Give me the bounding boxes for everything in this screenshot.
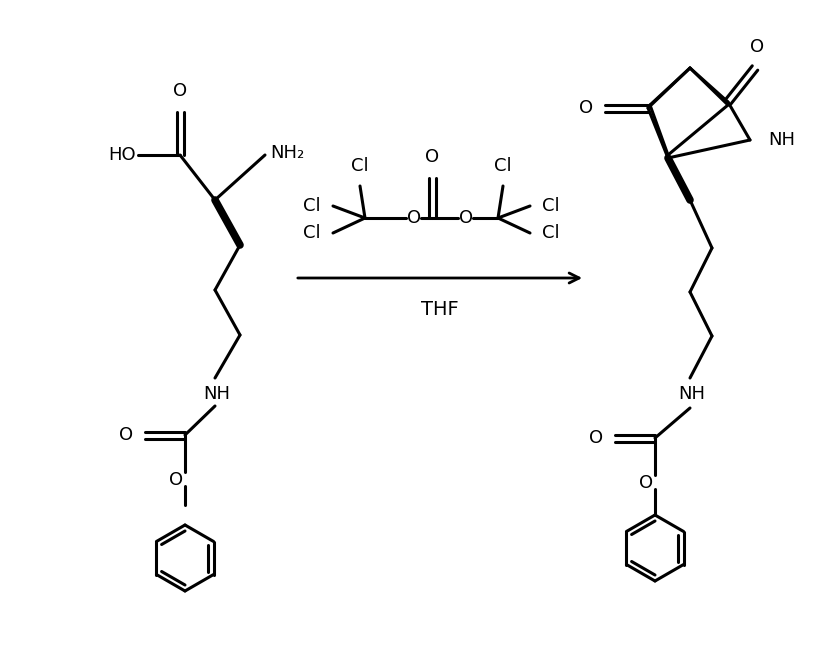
Text: NH₂: NH₂ [270,144,304,162]
Text: O: O [169,471,183,489]
Text: HO: HO [109,146,136,164]
Text: Cl: Cl [542,224,559,242]
Text: O: O [425,148,439,166]
Text: NH: NH [768,131,795,149]
Text: O: O [750,38,764,56]
Text: O: O [639,474,653,492]
Text: O: O [119,426,133,444]
Text: NH: NH [679,385,706,403]
Text: Cl: Cl [303,224,321,242]
Text: Cl: Cl [542,197,559,215]
Text: Cl: Cl [494,157,512,175]
Text: Cl: Cl [303,197,321,215]
Text: Cl: Cl [351,157,369,175]
Text: O: O [459,209,473,227]
Text: O: O [589,429,603,447]
Text: O: O [173,82,187,100]
Text: THF: THF [421,300,459,319]
Text: NH: NH [203,385,231,403]
Text: O: O [407,209,421,227]
Text: O: O [579,99,593,117]
